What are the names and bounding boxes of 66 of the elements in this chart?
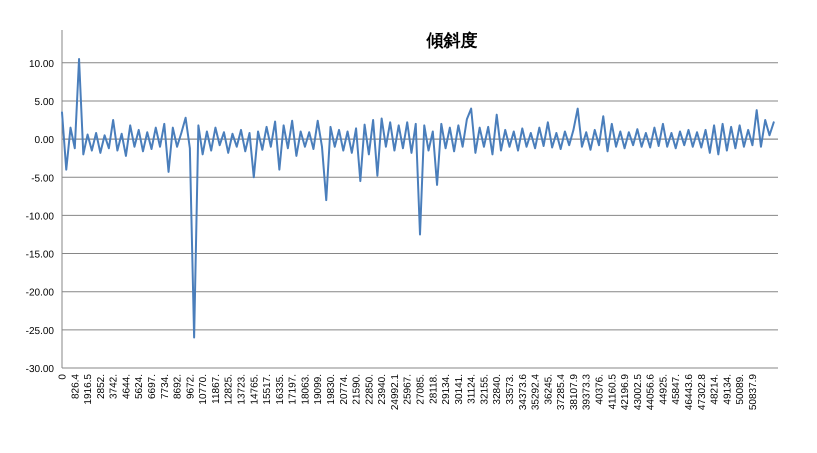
x-tick-label: 39373.3 (582, 374, 593, 410)
x-tick-label: 41160.5 (607, 374, 618, 410)
x-tick-label: 27085. (416, 374, 426, 405)
x-tick-label: 11867. (210, 374, 222, 404)
x-tick-label: 3742. (108, 374, 120, 400)
x-tick-label: 37285.4 (556, 374, 568, 410)
x-tick-label: 50089. (735, 374, 746, 405)
x-tick-label: 6697. (147, 374, 158, 400)
y-tick-label: 5.00 (34, 96, 54, 108)
x-tick-label: 10770. (198, 374, 210, 405)
x-tick-label: 2852. (96, 374, 107, 400)
x-tick-label: 5624. (134, 374, 146, 400)
x-tick-label: 0 (58, 374, 68, 380)
x-tick-label: 44925. (658, 374, 670, 405)
x-tick-label: 8692. (172, 374, 184, 400)
x-tick-label: 4644. (121, 374, 132, 400)
y-tick-label: 0.00 (34, 135, 54, 146)
x-tick-label: 826.4 (70, 374, 82, 400)
x-tick-label: 7734. (160, 374, 171, 400)
x-tick-label: 44056.6 (646, 374, 657, 410)
y-tick-label: -30.00 (26, 364, 54, 375)
x-tick-label: 20774. (338, 374, 350, 405)
chart-title: 傾斜度 (426, 31, 478, 50)
x-tick-label: 13723. (236, 374, 248, 405)
x-tick-label: 24992.1 (390, 374, 401, 410)
x-tick-label: 34373.6 (518, 374, 529, 410)
x-tick-label: 31124. (466, 374, 478, 404)
y-tick-label: -25.00 (26, 326, 54, 337)
x-tick-label: 30141. (454, 374, 465, 405)
x-tick-label: 43002.5 (632, 374, 644, 410)
x-tick-label: 50837.9 (748, 374, 759, 410)
y-tick-label: -20.00 (26, 288, 54, 299)
x-tick-label: 42196.9 (620, 374, 632, 410)
y-tick-label: -15.00 (26, 250, 54, 261)
x-tick-label: 29134. (441, 374, 452, 405)
y-tick-label: 10.00 (28, 58, 54, 70)
x-tick-label: 25967. (402, 374, 414, 405)
x-tick-label: 23940. (377, 374, 388, 405)
x-tick-label: 21590. (352, 374, 363, 405)
x-tick-label: 17197. (288, 374, 299, 405)
line-series (61, 58, 775, 338)
x-tick-label: 47302.8 (696, 374, 708, 410)
x-tick-label: 12825. (224, 374, 235, 405)
x-tick-label: 28118. (428, 374, 440, 404)
x-tick-label: 16335. (274, 374, 286, 405)
x-tick-label: 32155. (479, 374, 490, 405)
x-tick-label: 36245. (543, 374, 554, 405)
x-tick-label: 32840. (492, 374, 504, 405)
x-tick-label: 19830. (326, 374, 337, 405)
x-tick-label: 33573. (505, 374, 516, 405)
x-tick-label: 18063. (300, 374, 312, 405)
x-tick-label: 14765. (249, 374, 260, 405)
x-tick-label: 48214. (710, 374, 721, 405)
y-tick-label: -5.00 (31, 173, 54, 184)
x-tick-label: 1916.5 (83, 374, 94, 405)
x-tick-label: 45847. (671, 374, 682, 405)
x-tick-label: 40376. (594, 374, 606, 405)
x-tick-label: 19099. (313, 374, 324, 405)
x-tick-label: 35292.4 (530, 374, 542, 410)
x-tick-label: 38107.9 (568, 374, 580, 410)
x-tick-label: 9672. (185, 374, 196, 400)
y-tick-label: -10.00 (26, 211, 54, 222)
x-tick-label: 46443.6 (684, 374, 695, 410)
x-tick-label: 15517. (262, 374, 274, 405)
x-tick-label: 49134. (722, 374, 734, 405)
x-tick-label: 22850. (364, 374, 376, 405)
